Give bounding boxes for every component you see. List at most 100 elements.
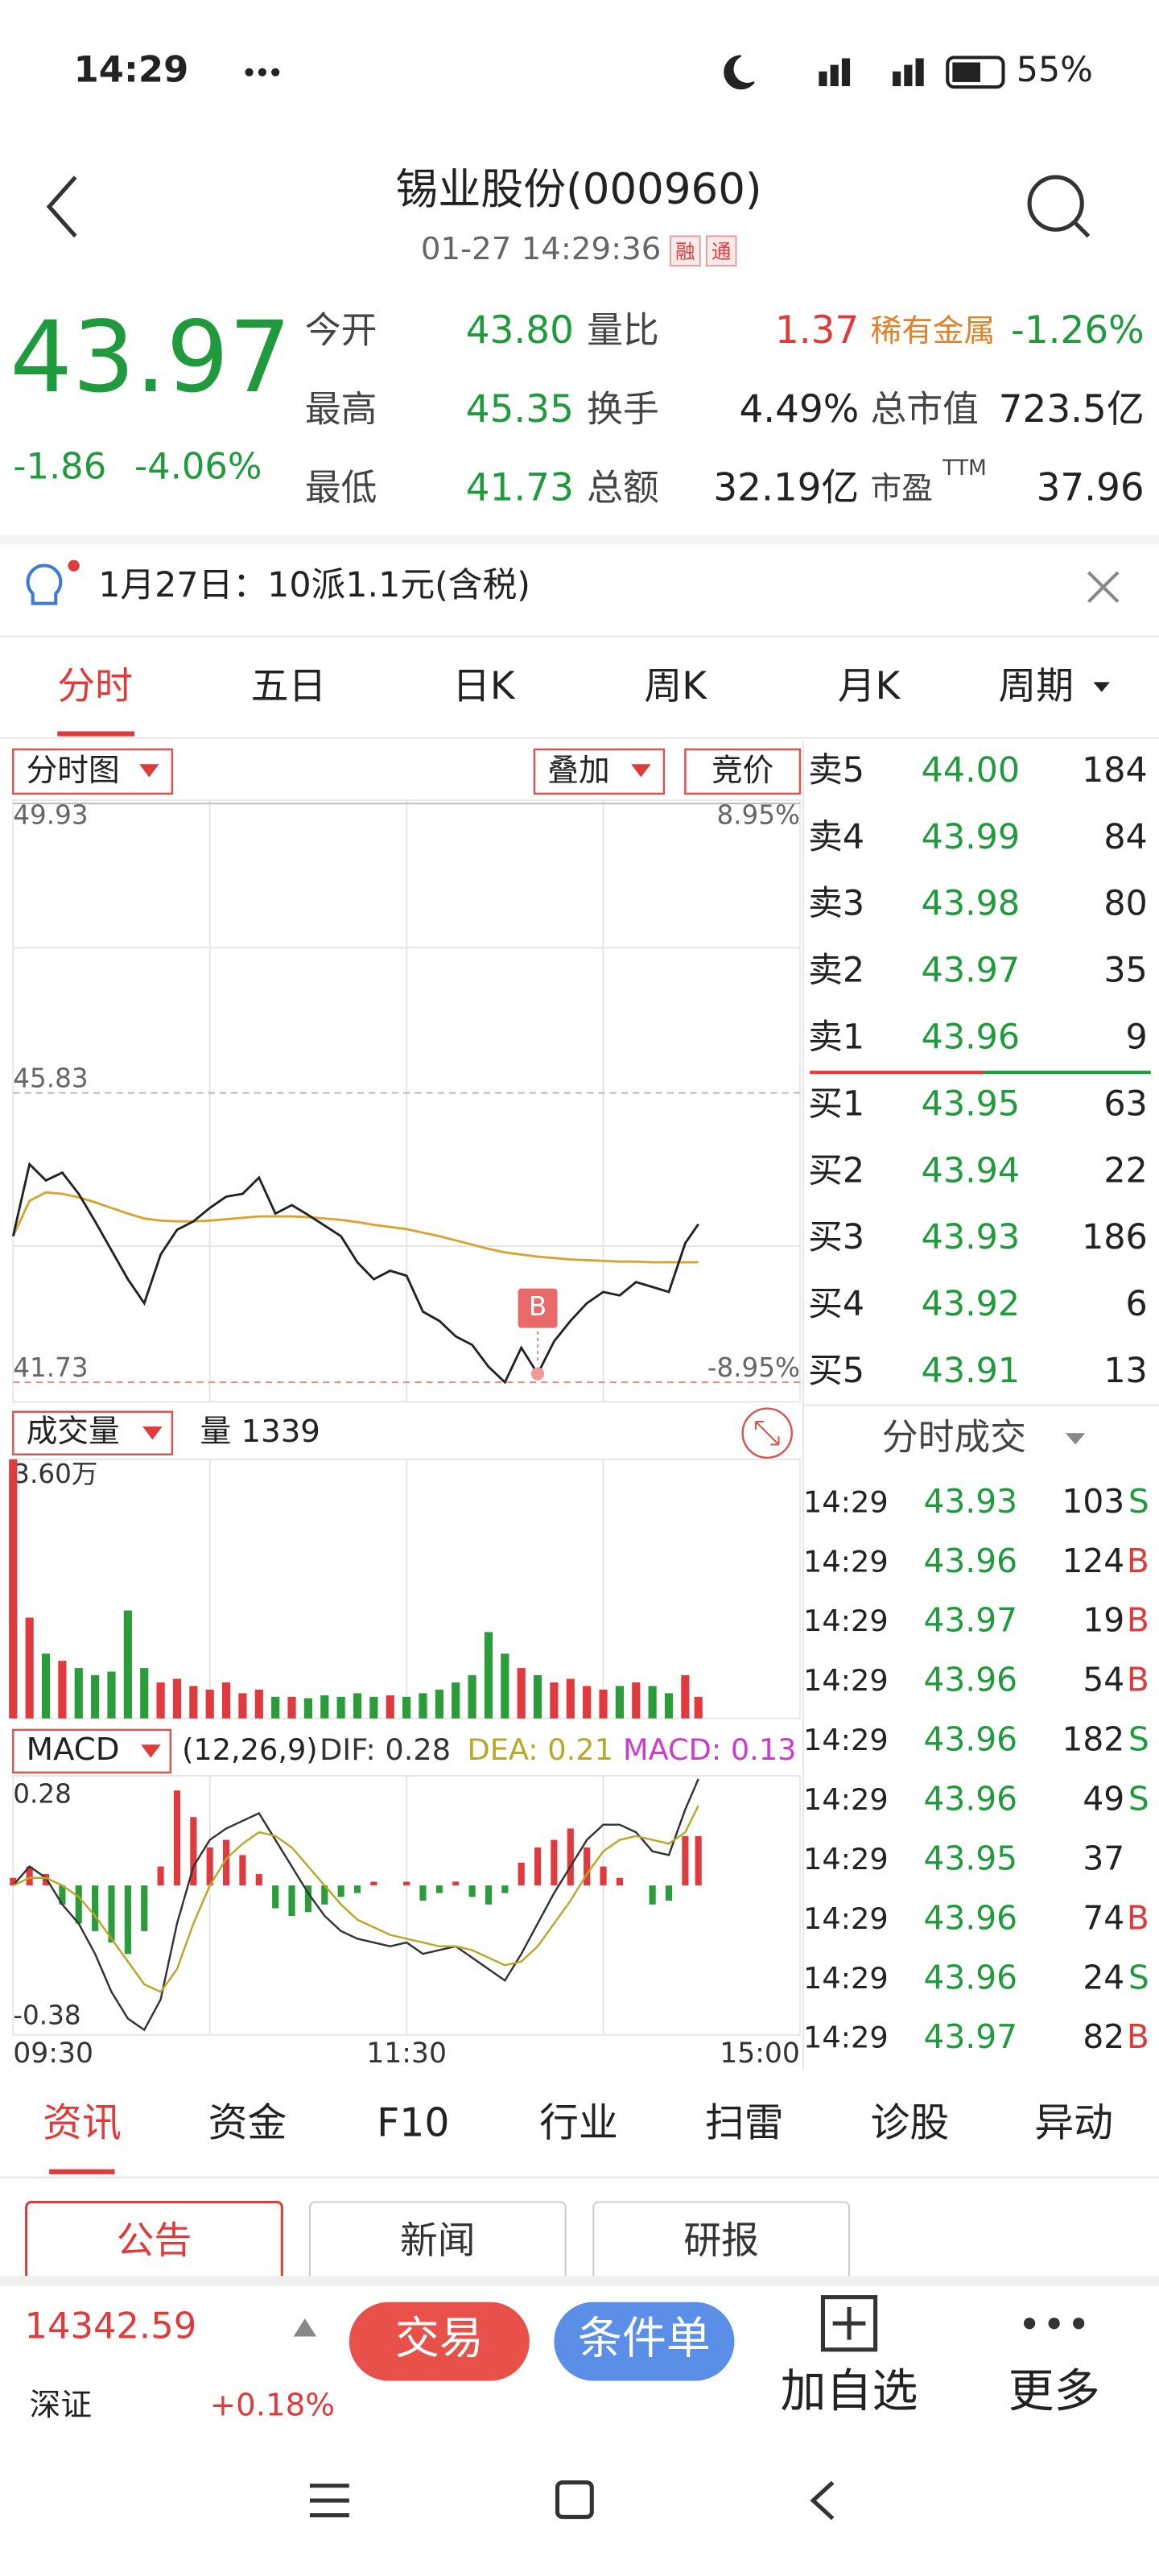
stat-label: 换手: [587, 387, 659, 430]
volume-bar: [156, 1682, 165, 1719]
news-tab[interactable]: 异动: [1034, 2099, 1113, 2145]
book-label: 卖4: [808, 817, 864, 857]
badge: 融: [675, 240, 695, 263]
book-label: 卖2: [808, 951, 864, 991]
macd-bar: [255, 1874, 262, 1886]
chart-tab[interactable]: 日K: [452, 665, 516, 708]
volume-bar: [205, 1689, 214, 1719]
chart-tab[interactable]: 分时: [57, 665, 133, 708]
subtab-label[interactable]: 公告: [117, 2219, 192, 2263]
nav-home[interactable]: [555, 2480, 594, 2520]
trade-side: B: [1127, 1542, 1149, 1580]
subtab-label[interactable]: 研报: [683, 2219, 759, 2263]
trade-time: 14:29: [803, 1544, 889, 1579]
macd-bar: [584, 1847, 591, 1886]
x-tick-label: 09:30: [13, 2037, 93, 2070]
condition-button[interactable]: [554, 2301, 735, 2381]
control-arrow: [139, 764, 159, 778]
control-label[interactable]: 叠加: [547, 753, 609, 789]
more[interactable]: 更多: [1008, 2364, 1100, 2417]
control-label[interactable]: 分时图: [27, 753, 120, 789]
y-tick-label: 3.60万: [13, 1459, 97, 1489]
trade-price: 43.93: [923, 1482, 1017, 1521]
macd-bar: [353, 1885, 361, 1893]
chart-tab[interactable]: 五日: [251, 665, 327, 708]
notice-bar[interactable]: 1月27日：10派1.1元(含税): [26, 559, 530, 605]
chart-tab[interactable]: 周K: [644, 665, 707, 708]
stat-value: -1.26%: [1011, 309, 1145, 353]
macd-bar: [337, 1885, 344, 1897]
news-tab[interactable]: 扫雷: [705, 2099, 784, 2145]
nav-back[interactable]: [810, 2480, 835, 2520]
news-tab[interactable]: 资金: [208, 2099, 287, 2145]
volume-bar: [172, 1678, 182, 1719]
volume-subtitle: 量 1339: [200, 1414, 320, 1450]
volume-bar: [9, 1459, 18, 1719]
book-volume: 84: [1103, 817, 1147, 857]
volume-bar: [336, 1696, 345, 1719]
control-label[interactable]: 竞价: [711, 753, 773, 789]
news-tab[interactable]: 诊股: [871, 2099, 950, 2145]
nav-menu[interactable]: [309, 2483, 349, 2518]
chart-tab[interactable]: 周期: [998, 665, 1074, 708]
stat-label: 最高: [305, 387, 377, 430]
search-handle: [1074, 221, 1091, 238]
status-time: 14:29: [74, 48, 189, 91]
volume-bar: [221, 1682, 231, 1719]
index-change: +0.18%: [210, 2388, 335, 2424]
macd-bar: [518, 1862, 525, 1886]
news-tab[interactable]: 资讯: [43, 2099, 122, 2145]
add-watchlist[interactable]: 加自选: [781, 2364, 918, 2417]
divider: [0, 535, 1159, 545]
volume-bar: [353, 1693, 362, 1719]
trade-time: 14:29: [803, 1723, 889, 1757]
volume-bar: [533, 1675, 542, 1719]
dot: [258, 68, 266, 76]
stat-label: 市盈: [871, 471, 933, 507]
condition-button-label[interactable]: 条件单: [578, 2313, 711, 2364]
volume-bar: [452, 1682, 460, 1719]
trade-volume: 49: [1083, 1780, 1124, 1818]
signal: [904, 64, 913, 87]
stat-label: 最低: [305, 466, 377, 509]
volume-bar: [517, 1668, 526, 1719]
volume-bar: [435, 1689, 443, 1719]
book-volume: 184: [1082, 750, 1148, 791]
macd-bar: [272, 1885, 279, 1909]
title-box[interactable]: [12, 1728, 172, 1774]
stock-title: 锡业股份(000960): [395, 165, 761, 214]
trade-time: 14:29: [803, 2021, 889, 2055]
macd-title: MACD: [27, 1732, 120, 1768]
trade-button-label[interactable]: 交易: [395, 2313, 484, 2364]
chart-controls: 分时图 叠加 竞价: [12, 748, 802, 795]
volume-bar: [386, 1695, 394, 1719]
control-box[interactable]: [684, 748, 802, 795]
close-notice[interactable]: [1087, 571, 1120, 604]
volume-bar: [468, 1675, 476, 1719]
y-tick-label: -0.38: [13, 2000, 80, 2030]
index-name: 深证: [30, 2388, 92, 2424]
macd-bar: [26, 1866, 33, 1886]
volume-bar: [599, 1689, 608, 1719]
add-icon[interactable]: [820, 2295, 878, 2352]
expand-button[interactable]: [741, 1407, 793, 1459]
trade-button[interactable]: [349, 2301, 530, 2381]
trade-price: 43.96: [923, 1780, 1017, 1818]
y2-tick-label: 8.95%: [716, 799, 799, 830]
macd-bar: [435, 1885, 443, 1893]
order-book: 卖5 44.00 184 卖4 43.99 84 卖3 43.98 80 卖2 43.97 35 卖1 4…: [808, 750, 1151, 1391]
news-tab[interactable]: F10: [377, 2099, 449, 2145]
subtab-label[interactable]: 新闻: [400, 2219, 476, 2263]
title-box[interactable]: [12, 1410, 174, 1455]
more-dot: [1048, 2318, 1060, 2330]
search-button[interactable]: [1027, 175, 1084, 232]
news-tab[interactable]: 行业: [539, 2099, 618, 2145]
back-button[interactable]: [46, 175, 77, 238]
volume-bar: [681, 1675, 690, 1719]
trade-side: B: [1127, 2017, 1149, 2056]
chart-tab[interactable]: 月K: [838, 665, 901, 708]
news-indicator: [49, 2169, 115, 2174]
trade-volume: 54: [1083, 1661, 1124, 1699]
volume-bar: [271, 1696, 280, 1719]
